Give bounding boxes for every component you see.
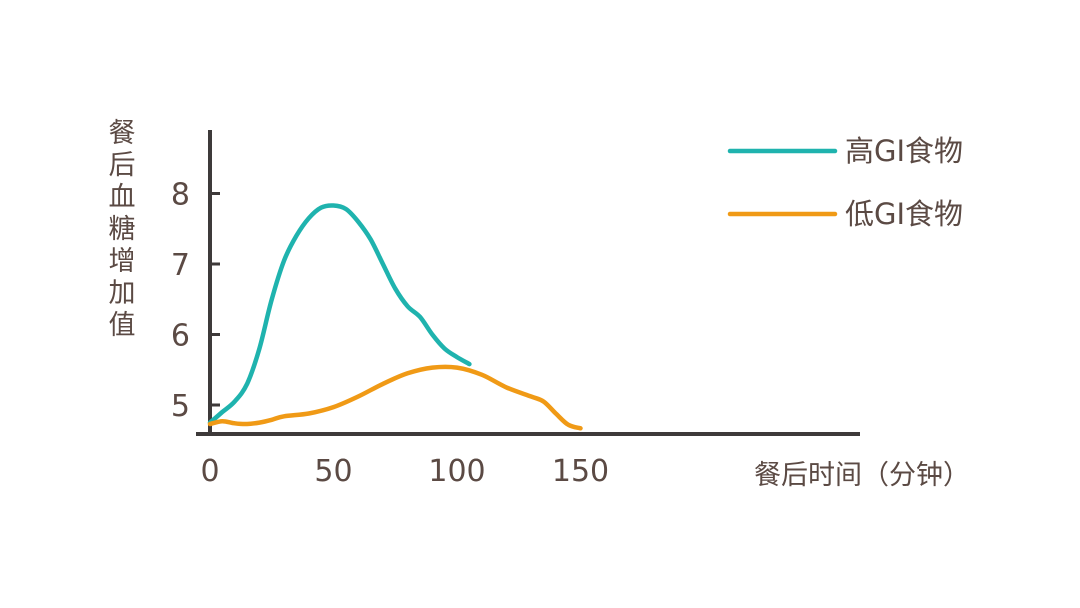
legend-label-high-gi: 高GI食物 [845, 134, 963, 168]
y-tick-label: 6 [171, 319, 190, 354]
y-tick-label: 8 [171, 178, 190, 213]
x-tick-label: 50 [314, 454, 352, 489]
y-axis-label-char: 后 [109, 150, 136, 181]
x-axis-label: 餐后时间（分钟） [754, 460, 970, 491]
legend-label-low-gi: 低GI食物 [845, 197, 963, 231]
y-axis-ticks: 5 6 7 8 [171, 178, 220, 424]
y-axis-label-char: 值 [109, 310, 136, 341]
y-tick-label: 7 [171, 248, 190, 283]
x-tick-label: 0 [200, 454, 219, 489]
x-tick-label: 150 [552, 454, 609, 489]
series-lines [207, 203, 583, 431]
y-axis-label-char: 加 [109, 278, 136, 309]
y-axis-label-char: 血 [109, 182, 136, 213]
y-tick-label: 5 [171, 389, 190, 424]
x-tick-label: 100 [428, 454, 485, 489]
y-axis-label-char: 增 [109, 246, 136, 277]
y-axis-label-char: 餐 [109, 118, 136, 149]
high-gi-series-line [207, 203, 472, 425]
y-axis-label-char: 糖 [109, 214, 136, 245]
low-gi-series-line [207, 364, 583, 431]
x-axis-ticks: 0 50 100 150 [200, 454, 609, 489]
